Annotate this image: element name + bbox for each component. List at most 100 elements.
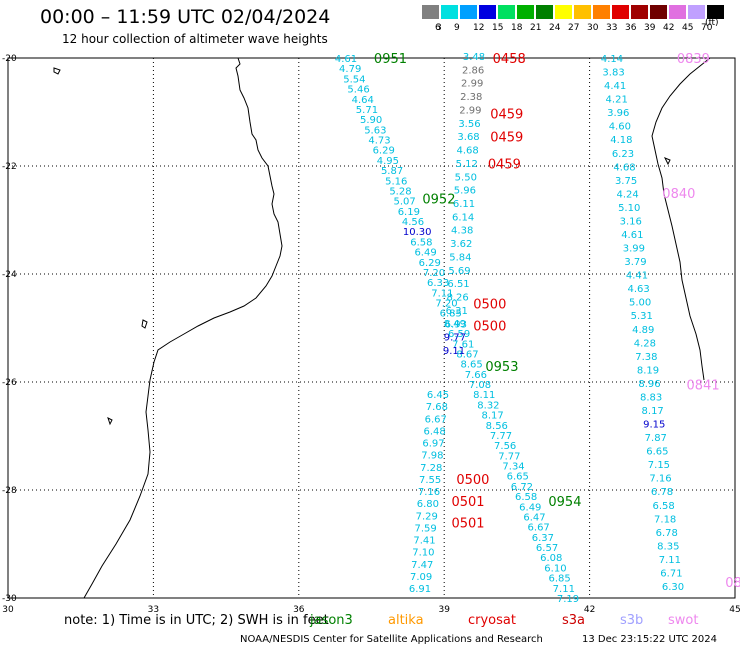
track-a-value: 6.85 <box>548 574 570 585</box>
track-d-value: 4.61 <box>621 230 643 241</box>
madagascar-coastline <box>651 57 711 381</box>
track-a-value: 6.57 <box>536 543 558 554</box>
track-d-value: 7.16 <box>649 474 671 485</box>
color-scale-swatch <box>536 5 553 19</box>
pass-label: 0459 <box>490 108 523 123</box>
pass-label: 08 <box>725 576 740 591</box>
track-b-value: 9.11 <box>443 346 465 357</box>
color-scale-swatch <box>688 5 705 19</box>
track-c-value: 7.68 <box>426 402 448 413</box>
track-d-value: 7.87 <box>645 433 667 444</box>
track-b-value: 5.96 <box>454 186 476 197</box>
lat-tick-label: -26 <box>2 378 17 388</box>
track-a-value: 6.59 <box>448 329 470 340</box>
pass-label: 0954 <box>548 495 581 510</box>
track-b-value: 5.69 <box>448 266 470 277</box>
track-b-value: 9.77 <box>444 333 466 344</box>
track-a-value: 6.58 <box>515 492 537 503</box>
track-d-value: 3.16 <box>620 216 642 227</box>
color-scale-label: 70 <box>701 23 713 33</box>
track-a-value: 8.56 <box>486 421 508 432</box>
island-3 <box>107 417 113 426</box>
track-a-value: 8.65 <box>461 360 483 371</box>
color-scale-label: 36 <box>625 23 637 33</box>
color-scale-swatch <box>574 5 591 19</box>
track-d-value: 4.28 <box>634 338 656 349</box>
track-d-value: 8.19 <box>637 365 659 376</box>
track-c-value: 6.97 <box>422 439 444 450</box>
track-a-value: 6.72 <box>511 482 533 493</box>
pass-label: 0839 <box>677 52 710 67</box>
track-d-value: 7.11 <box>659 555 681 566</box>
track-a-value: 6.65 <box>507 472 529 483</box>
track-a-value: 6.29 <box>419 258 441 269</box>
color-scale-label: 18 <box>511 23 523 33</box>
island-1 <box>53 67 61 75</box>
track-c-value: 7.55 <box>419 475 441 486</box>
track-a-value: 6.10 <box>544 563 566 574</box>
track-a-value: 6.19 <box>398 207 420 218</box>
track-a-value: 7.34 <box>502 462 524 473</box>
track-d-value: 3.99 <box>623 244 645 255</box>
track-a-value: 4.95 <box>377 156 399 167</box>
color-scale-unit: (ft) <box>705 18 719 28</box>
track-d-value: 6.30 <box>662 582 684 593</box>
track-a-value: 6.33 <box>427 278 449 289</box>
island-2 <box>141 319 148 329</box>
lon-tick-label: 36 <box>293 605 305 615</box>
color-scale-label: 24 <box>549 23 561 33</box>
color-scale-swatch <box>669 5 686 19</box>
track-a-value: 5.28 <box>389 186 411 197</box>
track-c-value: 7.41 <box>413 536 435 547</box>
color-scale-swatch <box>422 5 439 19</box>
island-4 <box>663 157 671 166</box>
track-a-value: 4.61 <box>335 54 357 65</box>
track-a-value: 5.87 <box>381 166 403 177</box>
track-a-value: 8.67 <box>456 349 478 360</box>
track-b-value: 6.51 <box>447 279 469 290</box>
track-a-value: 8.11 <box>473 390 495 401</box>
color-scale-label: 30 <box>587 23 599 33</box>
track-a-value: 6.85 <box>440 309 462 320</box>
pass-label: 0500 <box>473 319 506 334</box>
lat-tick-label: -28 <box>2 486 17 496</box>
track-a-value: 4.73 <box>368 136 390 147</box>
altimeter-tracks: 4.614.795.545.464.645.715.905.634.736.29… <box>335 52 684 605</box>
track-a-value: 6.67 <box>528 523 550 534</box>
track-b-value: 4.68 <box>457 146 479 157</box>
pass-label: 0459 <box>490 130 523 145</box>
track-c-value: 6.91 <box>409 584 431 595</box>
map-grid <box>7 57 736 599</box>
track-b-value: 2.99 <box>459 105 481 116</box>
track-b-value: 3.68 <box>457 132 479 143</box>
pass-label: 0459 <box>488 157 521 172</box>
track-d-value: 3.79 <box>624 257 646 268</box>
map-frame <box>7 57 736 599</box>
track-b-value: 5.84 <box>449 252 471 263</box>
color-scale-label: 3 <box>436 23 442 33</box>
track-a-value: 6.37 <box>532 533 554 544</box>
track-d-value: 5.10 <box>618 203 640 214</box>
track-a-value: 7.61 <box>452 339 474 350</box>
legend-entry-cryosat: cryosat <box>468 613 516 628</box>
track-d-value: 9.15 <box>643 420 665 431</box>
credit-line: NOAA/NESDIS Center for Satellite Applica… <box>240 634 543 645</box>
track-a-value: 7.20 <box>435 299 457 310</box>
track-b-value: 2.38 <box>460 92 482 103</box>
lat-tick-label: -20 <box>2 54 17 64</box>
lat-tick-label: -30 <box>2 594 17 604</box>
color-scale-swatch <box>593 5 610 19</box>
lon-tick-label: 39 <box>438 605 450 615</box>
track-b-value: 3.62 <box>450 239 472 250</box>
track-a-value: 5.46 <box>347 85 369 96</box>
track-a-value: 5.90 <box>360 115 382 126</box>
track-c-value: 6.48 <box>423 426 445 437</box>
track-a-value: 4.64 <box>352 95 374 106</box>
track-c-value: 6.67 <box>425 414 447 425</box>
pass-label: 0501 <box>451 516 484 531</box>
pass-label: 0500 <box>456 473 489 488</box>
track-a-value: 4.79 <box>339 64 361 75</box>
color-scale-swatch <box>555 5 572 19</box>
track-d-value: 4.60 <box>609 122 631 133</box>
